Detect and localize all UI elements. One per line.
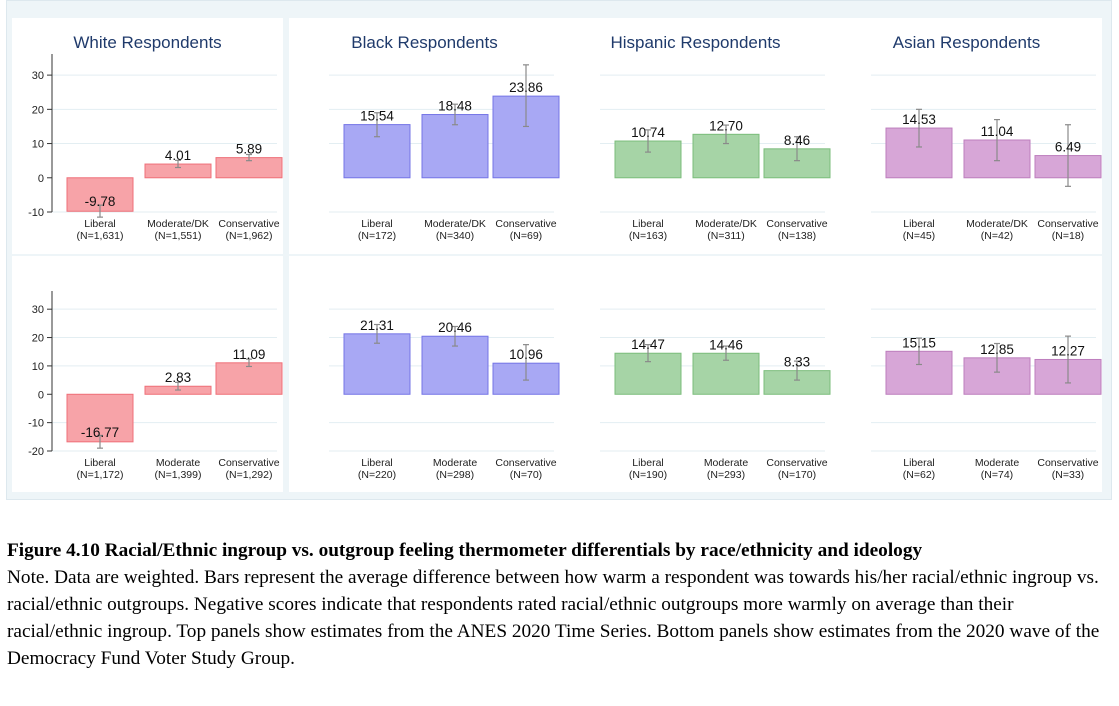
y-tick-label: 0	[38, 389, 44, 401]
x-sample-size-label: (N=69)	[510, 230, 542, 242]
x-sample-size-label: (N=163)	[629, 230, 667, 242]
data-label: 12.70	[709, 118, 743, 133]
x-category-label: Moderate	[433, 457, 478, 469]
y-tick-label: 10	[32, 361, 44, 373]
data-label: 5.89	[236, 142, 262, 157]
x-sample-size-label: (N=298)	[436, 469, 474, 481]
data-label: 14.46	[709, 337, 743, 352]
y-tick-label: -10	[28, 207, 44, 219]
x-category-label: Moderate/DK	[147, 218, 209, 230]
x-sample-size-label: (N=45)	[903, 230, 935, 242]
x-category-label: Conservative	[766, 457, 827, 469]
x-category-label: Conservative	[1037, 457, 1098, 469]
x-category-label: Moderate	[975, 457, 1020, 469]
data-label: 14.53	[902, 112, 936, 127]
data-label: 12.27	[1051, 343, 1085, 358]
x-category-label: Liberal	[361, 457, 393, 469]
x-sample-size-label: (N=74)	[981, 469, 1013, 481]
x-category-label: Moderate	[156, 457, 201, 469]
y-tick-label: -10	[28, 418, 44, 430]
figure-caption: Figure 4.10 Racial/Ethnic ingroup vs. ou…	[7, 538, 1113, 672]
data-label: 2.83	[165, 370, 191, 385]
data-label: 10.96	[509, 347, 543, 362]
y-tick-label: 20	[32, 333, 44, 345]
x-sample-size-label: (N=33)	[1052, 469, 1084, 481]
data-label: 11.04	[981, 124, 1014, 139]
x-category-label: Liberal	[903, 218, 935, 230]
y-tick-label: -20	[28, 446, 44, 458]
x-category-label: Liberal	[632, 218, 664, 230]
data-label: 20.46	[438, 320, 472, 335]
data-bar	[66, 393, 134, 443]
x-category-label: Conservative	[218, 218, 279, 230]
data-bar	[343, 333, 411, 395]
x-sample-size-label: (N=62)	[903, 469, 935, 481]
x-category-label: Liberal	[361, 218, 393, 230]
y-tick-label: 30	[32, 70, 44, 82]
x-sample-size-label: (N=70)	[510, 469, 542, 481]
x-category-label: Conservative	[495, 218, 556, 230]
x-sample-size-label: (N=311)	[707, 230, 744, 242]
data-label: 18.48	[438, 99, 472, 114]
data-label: 6.49	[1055, 140, 1081, 155]
x-sample-size-label: (N=293)	[707, 469, 745, 481]
x-sample-size-label: (N=138)	[778, 230, 816, 242]
x-sample-size-label: (N=42)	[981, 230, 1013, 242]
x-category-label: Conservative	[218, 457, 279, 469]
x-sample-size-label: (N=340)	[436, 230, 474, 242]
data-label: 4.01	[165, 148, 191, 163]
data-label: 10.74	[631, 125, 665, 140]
y-tick-label: 30	[32, 304, 44, 316]
x-category-label: Moderate/DK	[424, 218, 486, 230]
x-sample-size-label: (N=190)	[629, 469, 667, 481]
x-category-label: Liberal	[903, 457, 935, 469]
x-sample-size-label: (N=1,962)	[226, 230, 273, 242]
x-category-label: Conservative	[495, 457, 556, 469]
panel-background	[831, 18, 1102, 254]
x-category-label: Conservative	[1037, 218, 1098, 230]
x-category-label: Moderate/DK	[695, 218, 757, 230]
x-category-label: Liberal	[84, 218, 116, 230]
x-sample-size-label: (N=1,399)	[155, 469, 202, 481]
data-label: 14.47	[631, 337, 665, 352]
chart-border	[6, 0, 1112, 500]
x-category-label: Liberal	[84, 457, 116, 469]
data-label: 8.46	[784, 133, 810, 148]
y-tick-label: 20	[32, 104, 44, 116]
x-sample-size-label: (N=18)	[1052, 230, 1084, 242]
y-tick-label: 10	[32, 139, 44, 151]
x-sample-size-label: (N=1,551)	[155, 230, 202, 242]
panel-background	[12, 18, 283, 254]
panel-title: Hispanic Respondents	[610, 33, 780, 52]
data-label: 15.15	[902, 335, 936, 350]
figure-note: Note. Data are weighted. Bars represent …	[7, 567, 1100, 669]
x-sample-size-label: (N=1,172)	[77, 469, 124, 481]
data-label: 15.54	[360, 109, 394, 124]
data-label: 12.85	[980, 342, 1014, 357]
x-category-label: Conservative	[766, 218, 827, 230]
y-tick-label: 0	[38, 173, 44, 185]
data-label: 21.31	[360, 318, 394, 333]
x-category-label: Moderate/DK	[966, 218, 1028, 230]
data-label: -16.77	[81, 425, 119, 440]
x-sample-size-label: (N=220)	[358, 469, 396, 481]
panel-title: White Respondents	[73, 33, 221, 52]
data-label: 11.09	[233, 347, 266, 362]
x-category-label: Moderate	[704, 457, 749, 469]
panel-title: Asian Respondents	[893, 33, 1040, 52]
data-bar	[215, 362, 283, 395]
data-label: 8.33	[784, 355, 810, 370]
x-sample-size-label: (N=170)	[778, 469, 816, 481]
data-label: -9.78	[85, 194, 116, 209]
panel-title: Black Respondents	[351, 33, 497, 52]
x-sample-size-label: (N=1,631)	[77, 230, 124, 242]
x-sample-size-label: (N=172)	[358, 230, 396, 242]
x-category-label: Liberal	[632, 457, 664, 469]
x-sample-size-label: (N=1,292)	[226, 469, 273, 481]
data-label: 23.86	[509, 80, 543, 95]
figure-title: Figure 4.10 Racial/Ethnic ingroup vs. ou…	[7, 540, 923, 561]
